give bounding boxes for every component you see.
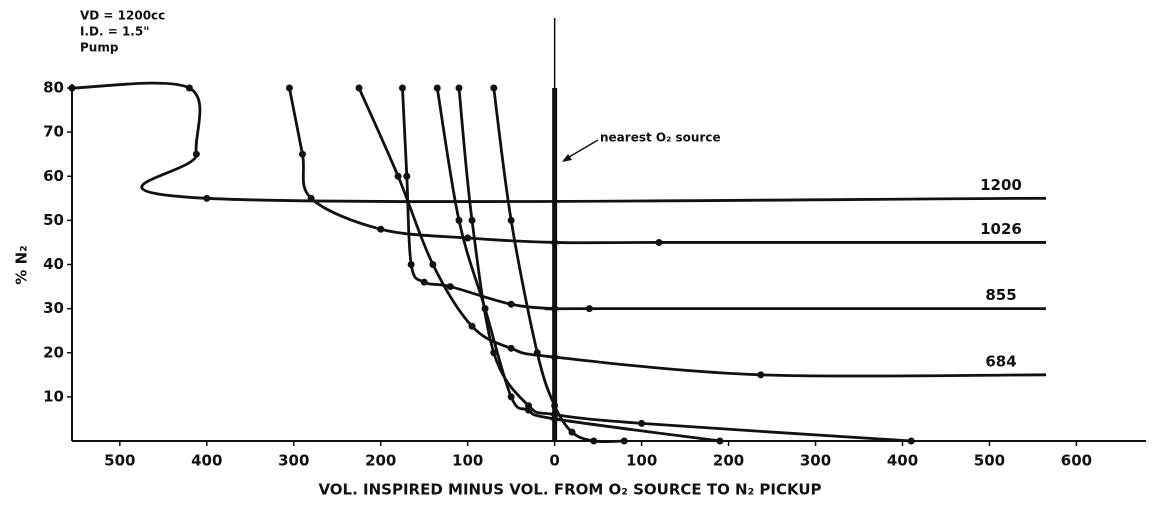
y-tick-label: 70 (43, 123, 64, 141)
x-tick-label: 500 (974, 452, 1005, 470)
series-line (71, 81, 1046, 203)
data-point (568, 428, 576, 436)
data-point (551, 411, 559, 419)
data-point (446, 283, 454, 291)
x-tick-label: 400 (887, 452, 918, 470)
data-point (620, 437, 628, 445)
data-point (507, 216, 515, 224)
series-label: 855 (985, 286, 1016, 304)
data-point (490, 84, 498, 92)
data-point (533, 349, 541, 357)
data-point (433, 84, 441, 92)
x-tick-label: 300 (800, 452, 831, 470)
y-tick-label: 40 (43, 255, 64, 273)
data-point (398, 84, 406, 92)
annotation: nearest O₂ source (600, 131, 721, 145)
x-axis-label: VOL. INSPIRED MINUS VOL. FROM O₂ SOURCE … (318, 481, 821, 499)
data-point (285, 84, 293, 92)
x-tick-label: 100 (452, 452, 483, 470)
data-point (655, 238, 663, 246)
data-point (377, 225, 385, 233)
annotation: Pump (80, 41, 119, 55)
series-line (288, 87, 1046, 245)
data-point (551, 402, 559, 410)
data-point (429, 261, 437, 268)
data-point (407, 261, 415, 268)
data-point (716, 437, 724, 445)
x-tick-label: 300 (278, 452, 309, 470)
data-point (507, 393, 515, 401)
data-point (490, 349, 498, 357)
data-point (525, 402, 533, 410)
y-tick-label: 20 (43, 343, 64, 361)
y-tick-label: 60 (43, 167, 64, 185)
data-point (551, 238, 559, 246)
series-line (401, 87, 1046, 311)
y-tick-label: 30 (43, 299, 64, 317)
data-point (307, 194, 315, 202)
data-point (468, 216, 476, 224)
data-point (68, 84, 76, 92)
data-point (355, 84, 363, 92)
annotation: VD = 1200cc (80, 9, 165, 23)
data-point (590, 437, 598, 445)
data-point (464, 234, 472, 242)
data-point (420, 278, 428, 286)
x-tick-label: 600 (1061, 452, 1092, 470)
data-point (394, 172, 402, 180)
series-label: 684 (985, 352, 1016, 370)
data-point (907, 437, 915, 445)
data-point (507, 344, 515, 352)
data-point (203, 194, 211, 202)
data-point (585, 305, 593, 313)
data-point (192, 150, 200, 158)
data-point (638, 419, 646, 427)
x-tick-label: 0 (549, 452, 559, 470)
data-point (403, 172, 411, 180)
data-point (551, 305, 559, 313)
annotation: I.D. = 1.5" (80, 25, 149, 39)
series-label: 1026 (980, 220, 1022, 238)
data-point (551, 353, 559, 361)
x-tick-label: 200 (713, 452, 744, 470)
x-tick-label: 400 (191, 452, 222, 470)
y-tick-label: 10 (43, 387, 64, 405)
data-point (455, 216, 463, 224)
x-tick-label: 100 (626, 452, 657, 470)
data-point (298, 150, 306, 158)
y-tick-label: 80 (43, 79, 64, 97)
x-tick-label: 500 (104, 452, 135, 470)
data-point (507, 300, 515, 308)
y-tick-label: 50 (43, 211, 64, 229)
x-tick-label: 200 (365, 452, 396, 470)
data-point (185, 84, 193, 92)
data-point (455, 84, 463, 92)
arrow-head (562, 154, 572, 162)
data-point (757, 371, 765, 379)
data-point (468, 322, 476, 330)
y-axis-label: % N₂ (13, 245, 31, 284)
series-label: 1200 (980, 176, 1022, 194)
